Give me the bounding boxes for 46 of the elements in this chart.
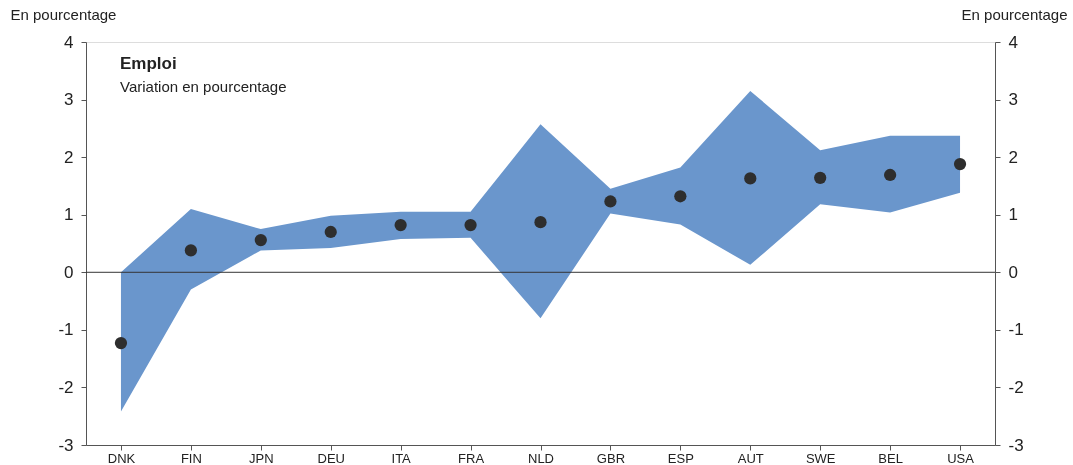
y-tick-label: -3 — [58, 435, 74, 455]
text: Emploi — [120, 54, 177, 73]
y2-tick-label: 2 — [1008, 147, 1018, 167]
y-tick-label: 4 — [64, 32, 74, 52]
y2-tick-label: 0 — [1008, 262, 1018, 282]
x-tick-label: ITA — [391, 450, 412, 465]
y-tick-label: 3 — [64, 90, 74, 110]
point — [674, 190, 687, 203]
point — [814, 171, 827, 184]
point — [254, 233, 267, 247]
y-tick-label: 1 — [64, 205, 74, 225]
y-tick-label: 2 — [64, 147, 74, 167]
y-axis-title: En pourcentage — [10, 5, 117, 23]
point — [114, 336, 128, 350]
x-tick-label: SWE — [805, 450, 836, 465]
y2-tick-label: -1 — [1008, 320, 1024, 340]
y2-axis-title: En pourcentage — [961, 5, 1068, 23]
point — [883, 168, 897, 182]
point — [324, 225, 337, 239]
point — [534, 216, 547, 229]
x-tick-label: GBR — [596, 450, 626, 465]
x-tick-label: AUT — [737, 450, 764, 465]
y-tick-label: -2 — [58, 377, 74, 397]
y2-tick-label: -2 — [1008, 377, 1024, 397]
point — [464, 218, 477, 232]
x-tick-label: DEU — [317, 450, 345, 465]
point — [184, 244, 198, 257]
x-tick-label: USA — [947, 450, 975, 465]
x-tick-label: FIN — [180, 450, 202, 465]
y2-tick-label: 3 — [1008, 90, 1018, 110]
x-tick-label: FRA — [458, 450, 485, 465]
x-tick-label: JPN — [249, 450, 274, 465]
y2-tick-label: 1 — [1008, 205, 1018, 225]
point — [744, 172, 757, 185]
y-tick-label: -1 — [58, 320, 74, 340]
y2-tick-label: 4 — [1008, 32, 1018, 52]
x-tick-label: BEL — [878, 450, 903, 465]
point — [604, 195, 617, 208]
y-tick-label: 0 — [64, 262, 74, 282]
point — [953, 157, 967, 171]
x-tick-label: NLD — [527, 450, 555, 465]
x-tick-label: ESP — [667, 450, 694, 465]
y2-tick-label: -3 — [1008, 435, 1024, 455]
text: Variation en pourcentage — [120, 78, 287, 95]
point — [394, 218, 407, 232]
x-tick-label: DNK — [107, 450, 136, 465]
